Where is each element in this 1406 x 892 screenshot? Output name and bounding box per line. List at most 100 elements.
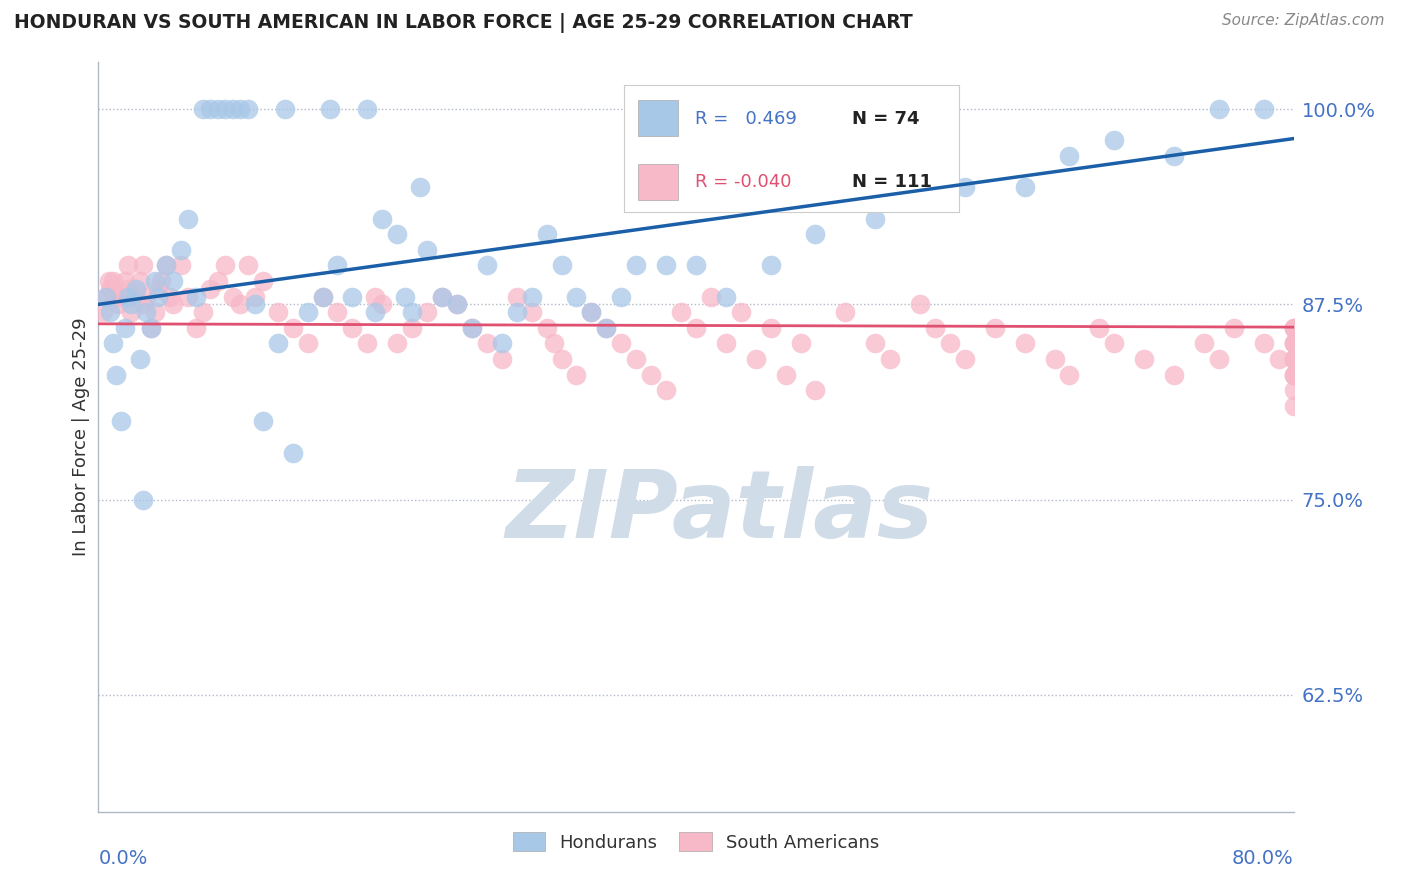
Point [371, 297, 394, 311]
Point [1059, 149, 1081, 163]
Point [229, 297, 252, 311]
Point [475, 336, 498, 351]
Point [267, 305, 290, 319]
Point [135, 289, 157, 303]
Point [1163, 368, 1185, 382]
Point [107, 297, 129, 311]
Point [105, 289, 128, 303]
Point [200, 282, 222, 296]
Text: 0.0%: 0.0% [98, 849, 148, 868]
Point [117, 259, 139, 273]
Point [640, 368, 662, 382]
Point [401, 321, 423, 335]
Point [169, 259, 191, 273]
Point [222, 102, 245, 116]
Point [1282, 352, 1305, 367]
Point [520, 305, 543, 319]
Point [595, 321, 617, 335]
Point [1104, 133, 1126, 147]
Point [1282, 399, 1305, 413]
Point [143, 274, 166, 288]
Point [356, 102, 378, 116]
Point [105, 368, 128, 382]
Point [565, 368, 588, 382]
Point [191, 305, 214, 319]
Point [939, 336, 962, 351]
Point [364, 305, 387, 319]
Point [506, 289, 529, 303]
Point [103, 336, 125, 351]
Point [1282, 352, 1305, 367]
Point [214, 259, 236, 273]
Point [311, 289, 333, 303]
Point [155, 259, 177, 273]
Point [804, 227, 827, 241]
Point [536, 321, 558, 335]
Point [416, 243, 439, 257]
Point [655, 383, 678, 397]
Point [139, 321, 162, 335]
Point [117, 289, 139, 303]
Point [655, 259, 678, 273]
Point [297, 305, 319, 319]
Point [132, 297, 155, 311]
Point [1133, 352, 1156, 367]
Point [669, 305, 692, 319]
Point [191, 102, 214, 116]
Point [169, 243, 191, 257]
Point [1014, 180, 1036, 194]
Point [714, 336, 737, 351]
Point [908, 297, 931, 311]
Point [129, 274, 152, 288]
Point [139, 321, 162, 335]
Point [177, 289, 200, 303]
Point [394, 289, 416, 303]
Point [775, 368, 797, 382]
Point [581, 305, 603, 319]
Point [1088, 321, 1111, 335]
Point [125, 282, 148, 296]
Point [865, 336, 887, 351]
Point [550, 259, 572, 273]
Point [1282, 321, 1305, 335]
Point [267, 336, 290, 351]
Point [1223, 321, 1246, 335]
Point [1253, 336, 1275, 351]
Point [908, 164, 931, 178]
Y-axis label: In Labor Force | Age 25-29: In Labor Force | Age 25-29 [72, 318, 90, 557]
Point [98, 282, 122, 296]
Point [177, 211, 200, 226]
Point [430, 289, 453, 303]
Point [162, 274, 184, 288]
Point [446, 297, 468, 311]
Point [110, 414, 132, 428]
Point [401, 305, 423, 319]
Point [924, 321, 946, 335]
Text: ZIPatlas: ZIPatlas [506, 466, 934, 558]
Point [565, 289, 588, 303]
Point [1282, 352, 1305, 367]
Point [759, 321, 782, 335]
Point [252, 414, 274, 428]
Point [1104, 336, 1126, 351]
Point [110, 289, 132, 303]
Point [94, 289, 117, 303]
Point [685, 321, 707, 335]
Point [385, 227, 409, 241]
Point [520, 289, 543, 303]
Point [98, 305, 122, 319]
Point [184, 289, 207, 303]
Point [97, 274, 120, 288]
Point [953, 180, 976, 194]
Point [148, 289, 170, 303]
Point [184, 321, 207, 335]
Point [342, 289, 364, 303]
Point [356, 336, 378, 351]
Point [714, 289, 737, 303]
Point [804, 383, 827, 397]
Point [536, 227, 558, 241]
Point [595, 321, 617, 335]
Point [281, 321, 304, 335]
Point [1282, 383, 1305, 397]
Point [385, 336, 409, 351]
